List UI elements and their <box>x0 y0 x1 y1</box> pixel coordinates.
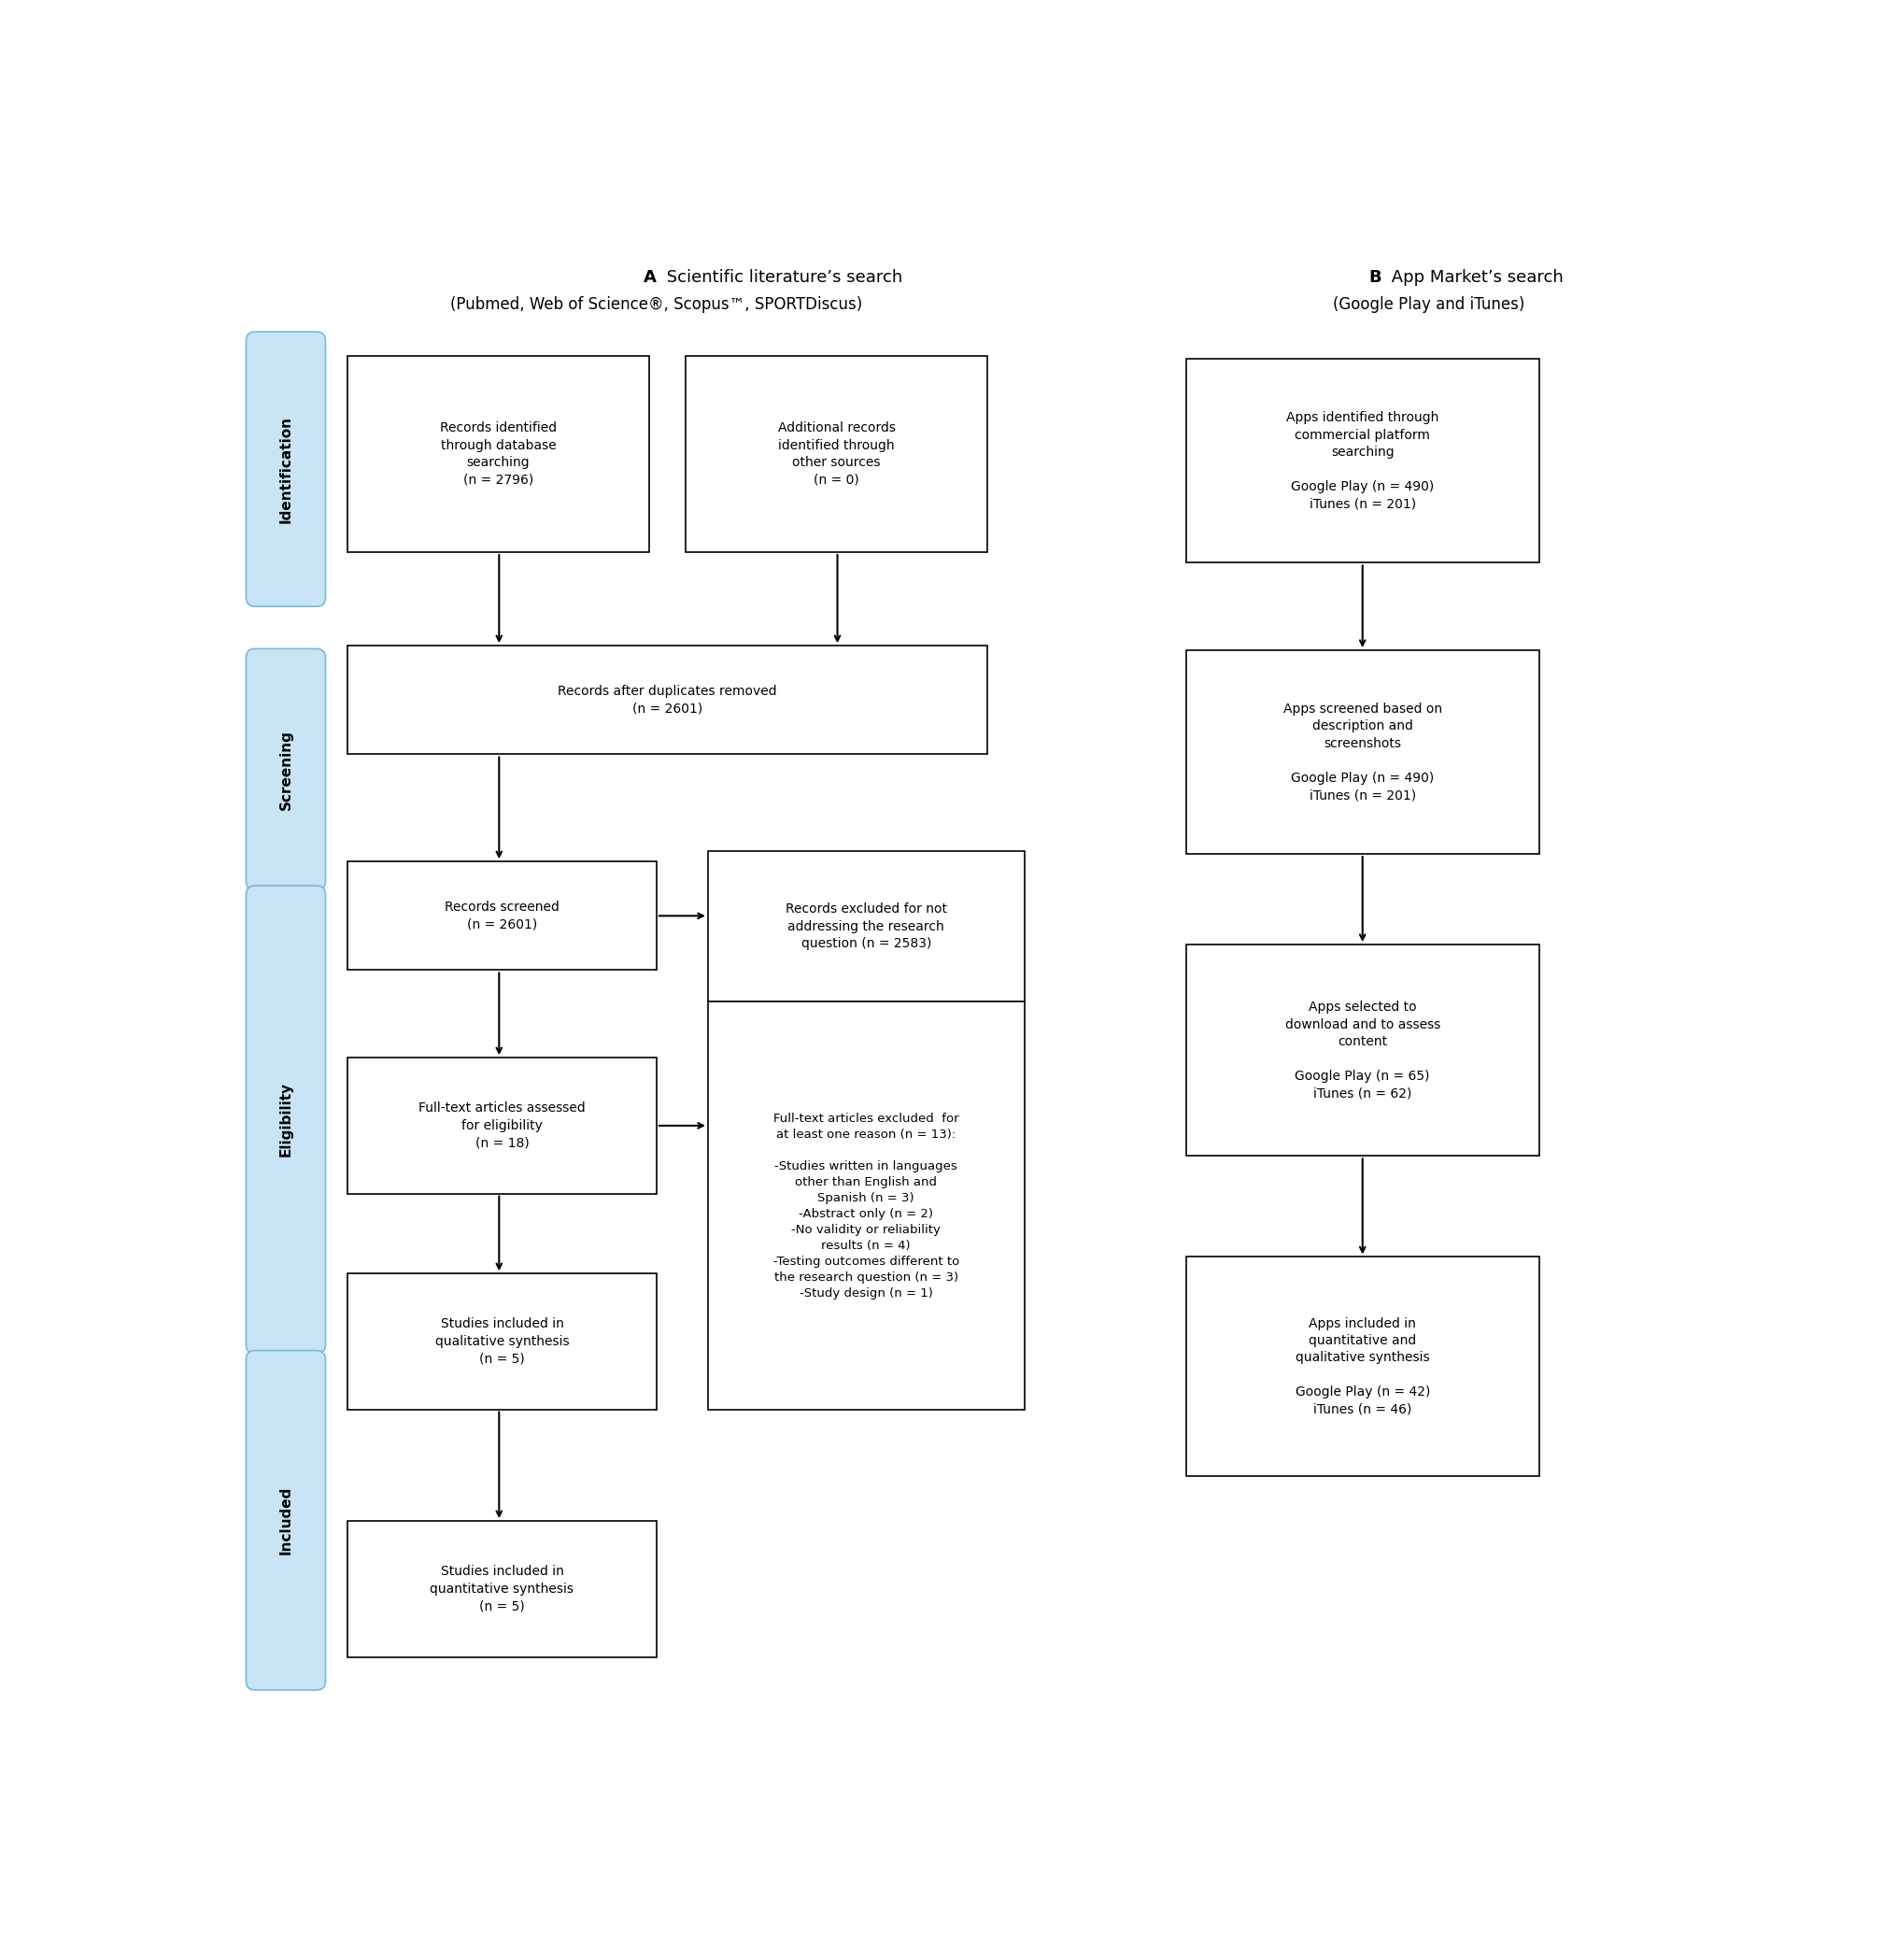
FancyBboxPatch shape <box>247 649 326 890</box>
Text: A: A <box>643 269 657 286</box>
Text: Full-text articles excluded  for
at least one reason (n = 13):

-Studies written: Full-text articles excluded for at least… <box>772 1111 958 1299</box>
FancyBboxPatch shape <box>708 1002 1025 1409</box>
FancyBboxPatch shape <box>1186 359 1539 563</box>
Text: Additional records
identified through
other sources
(n = 0): Additional records identified through ot… <box>778 421 896 486</box>
Text: Records excluded for not
addressing the research
question (n = 2583): Records excluded for not addressing the … <box>786 904 947 951</box>
Text: Studies included in
quantitative synthesis
(n = 5): Studies included in quantitative synthes… <box>431 1566 573 1613</box>
Text: B: B <box>1368 269 1382 286</box>
Text: App Market’s search: App Market’s search <box>1386 269 1564 286</box>
FancyBboxPatch shape <box>708 851 1025 1002</box>
Text: Apps screened based on
description and
screenshots

Google Play (n = 490)
iTunes: Apps screened based on description and s… <box>1283 702 1442 802</box>
Text: Identification: Identification <box>279 416 292 523</box>
Text: Apps selected to
download and to assess
content

Google Play (n = 65)
iTunes (n : Apps selected to download and to assess … <box>1285 1002 1441 1100</box>
FancyBboxPatch shape <box>347 1058 657 1194</box>
FancyBboxPatch shape <box>347 862 657 970</box>
Text: Included: Included <box>279 1486 292 1554</box>
FancyBboxPatch shape <box>685 357 987 553</box>
Text: Screening: Screening <box>279 729 292 809</box>
Text: Records screened
(n = 2601): Records screened (n = 2601) <box>444 902 560 931</box>
FancyBboxPatch shape <box>347 1521 657 1656</box>
Text: Studies included in
qualitative synthesis
(n = 5): Studies included in qualitative synthesi… <box>435 1317 569 1366</box>
FancyBboxPatch shape <box>247 331 326 606</box>
Text: Records identified
through database
searching
(n = 2796): Records identified through database sear… <box>440 421 556 486</box>
FancyBboxPatch shape <box>347 357 649 553</box>
FancyBboxPatch shape <box>1186 945 1539 1156</box>
Text: Full-text articles assessed
for eligibility
(n = 18): Full-text articles assessed for eligibil… <box>419 1102 585 1149</box>
Text: Eligibility: Eligibility <box>279 1082 292 1156</box>
FancyBboxPatch shape <box>347 645 987 755</box>
Text: (Pubmed, Web of Science®, Scopus™, SPORTDiscus): (Pubmed, Web of Science®, Scopus™, SPORT… <box>450 296 862 314</box>
FancyBboxPatch shape <box>1186 651 1539 855</box>
Text: Scientific literature’s search: Scientific literature’s search <box>661 269 902 286</box>
Text: Records after duplicates removed
(n = 2601): Records after duplicates removed (n = 26… <box>558 684 776 715</box>
FancyBboxPatch shape <box>347 1274 657 1409</box>
FancyBboxPatch shape <box>247 886 326 1354</box>
Text: Apps identified through
commercial platform
searching

Google Play (n = 490)
iTu: Apps identified through commercial platf… <box>1287 412 1439 510</box>
FancyBboxPatch shape <box>247 1350 326 1690</box>
FancyBboxPatch shape <box>1186 1256 1539 1476</box>
Text: Apps included in
quantitative and
qualitative synthesis

Google Play (n = 42)
iT: Apps included in quantitative and qualit… <box>1294 1317 1429 1415</box>
Text: (Google Play and iTunes): (Google Play and iTunes) <box>1332 296 1524 314</box>
